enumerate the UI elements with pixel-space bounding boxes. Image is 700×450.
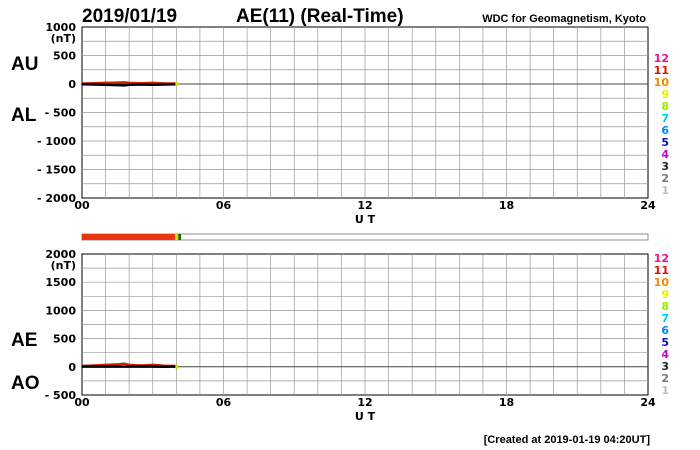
legend-station-count: 1	[661, 184, 669, 197]
x-tick-label: 12	[357, 396, 372, 409]
data-point	[123, 81, 126, 84]
y-tick-label: - 500	[45, 107, 77, 120]
legend-station-count: 8	[661, 100, 669, 113]
data-point	[104, 82, 107, 84]
created-timestamp: [Created at 2019-01-19 04:20UT]	[484, 434, 651, 446]
y-tick-label: - 1000	[37, 135, 76, 148]
legend-station-count: 5	[661, 136, 669, 149]
data-point	[104, 365, 107, 368]
data-point	[104, 84, 107, 86]
x-tick-label: 18	[499, 396, 514, 409]
station-bar-segment	[82, 234, 176, 240]
y-tick-label: 1000	[45, 21, 76, 34]
legend-station-count: 7	[661, 112, 669, 125]
legend-station-count: 3	[661, 160, 669, 173]
data-point	[123, 365, 126, 368]
chart-title: AE(11) (Real-Time)	[236, 6, 404, 27]
legend-station-count: 4	[661, 148, 669, 161]
data-point	[104, 364, 107, 366]
data-point	[151, 84, 154, 86]
upper-panel-au-al: 1000 500 0 - 500 - 1000 - 1500 - 2000 (nT) 00 06 1…	[11, 21, 669, 226]
station-bar-segment	[178, 234, 182, 240]
legend-station-count: 1	[661, 384, 669, 397]
x-axis-label: U T	[355, 213, 376, 226]
y-tick-label: 500	[53, 333, 76, 346]
data-point	[140, 83, 142, 86]
data-point	[128, 82, 130, 84]
source-label: WDC for Geomagnetism, Kyoto	[482, 13, 646, 25]
x-tick-label: 06	[216, 396, 232, 409]
legend-station-count: 4	[661, 348, 669, 361]
data-point	[123, 84, 126, 87]
station-bar	[81, 233, 649, 241]
data-point	[123, 362, 126, 365]
legend-station-count: 9	[661, 88, 669, 101]
data-point	[116, 84, 119, 86]
unit-label: (nT)	[51, 259, 76, 272]
series-line-au	[81, 81, 177, 85]
data-point	[81, 83, 83, 86]
legend-station-count: 9	[661, 288, 669, 301]
x-tick-label: 24	[640, 199, 656, 212]
series-label: AE	[11, 330, 37, 351]
legend-station-count: 6	[661, 324, 669, 337]
station-bar-segment	[175, 234, 179, 240]
data-point	[92, 365, 95, 368]
legend-station-count: 7	[661, 312, 669, 325]
y-tick-label: 0	[68, 78, 76, 91]
legend-station-count: 11	[654, 264, 669, 277]
legend-station-count: 10	[654, 76, 670, 89]
series-line-al	[81, 83, 177, 87]
x-tick-label: 12	[357, 199, 372, 212]
series-label: AO	[11, 373, 40, 394]
data-point	[92, 83, 95, 86]
data-point	[128, 364, 130, 366]
data-point	[151, 82, 154, 84]
x-tick-label: 18	[499, 199, 514, 212]
y-tick-label: 1000	[45, 304, 76, 317]
x-tick-label: 24	[640, 396, 656, 409]
y-tick-label: 500	[53, 50, 76, 63]
y-tick-label: - 2000	[37, 192, 76, 205]
x-tick-label: 00	[74, 396, 90, 409]
data-point	[140, 365, 142, 368]
unit-label: (nT)	[51, 32, 76, 45]
data-point	[116, 363, 119, 366]
latest-marker	[175, 82, 179, 86]
data-point	[163, 83, 166, 86]
series-label: AL	[11, 105, 37, 126]
data-point	[151, 365, 154, 368]
y-tick-label: 2000	[45, 248, 76, 261]
x-tick-label: 06	[216, 199, 232, 212]
x-tick-label: 00	[74, 199, 90, 212]
y-tick-label: - 500	[45, 389, 77, 402]
latest-marker	[175, 364, 179, 369]
legend-station-count: 8	[661, 300, 669, 313]
legend-station-count: 2	[661, 172, 669, 185]
legend-station-count: 12	[654, 252, 669, 265]
data-point	[116, 365, 119, 368]
series-label: AU	[11, 54, 38, 75]
data-point	[128, 84, 130, 86]
data-point	[163, 366, 166, 368]
legend-station-count: 6	[661, 124, 669, 137]
legend-station-count: 3	[661, 360, 669, 373]
data-point	[116, 81, 119, 84]
date-label: 2019/01/19	[82, 6, 177, 27]
legend-station-count: 2	[661, 372, 669, 385]
data-point	[128, 365, 130, 368]
data-point	[151, 364, 154, 366]
legend-station-count: 10	[654, 276, 670, 289]
legend-station-count: 12	[654, 52, 669, 65]
y-tick-label: 1500	[45, 276, 76, 289]
y-tick-label: 0	[68, 361, 76, 374]
legend-station-count: 5	[661, 336, 669, 349]
y-tick-label: - 1500	[37, 164, 76, 177]
x-axis-label: U T	[355, 410, 376, 423]
legend-station-count: 11	[654, 64, 669, 77]
data-point	[81, 365, 83, 368]
series-line-ae	[81, 362, 177, 368]
